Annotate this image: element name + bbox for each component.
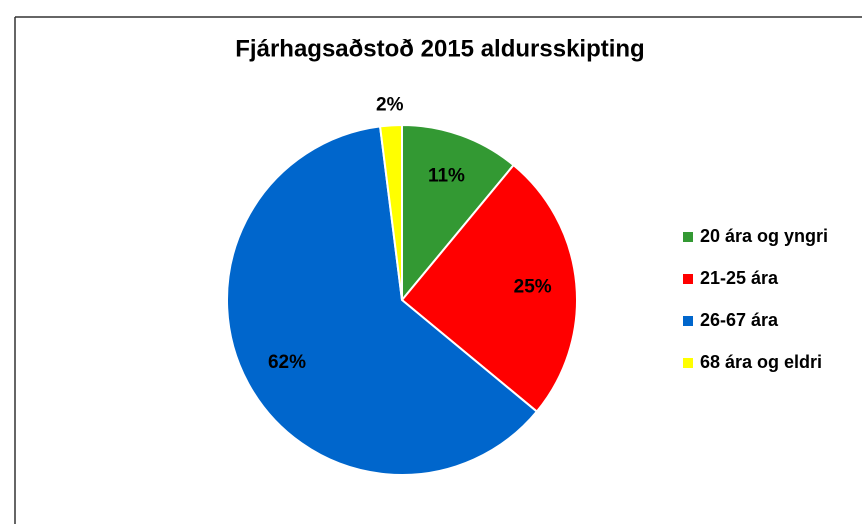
legend-label: 26-67 ára: [700, 310, 779, 330]
legend-label: 21-25 ára: [700, 268, 779, 288]
data-label: 62%: [268, 352, 306, 373]
pie-slice: [401, 123, 515, 303]
data-label: 25%: [514, 277, 552, 298]
legend-label: 68 ára og eldri: [700, 352, 822, 372]
chart-title: Fjárhagsaðstoð 2015 aldursskipting: [235, 35, 644, 62]
legend-swatch: [683, 274, 693, 284]
legend-swatch: [683, 316, 693, 326]
data-label: 2%: [376, 94, 404, 115]
pie-slice: [378, 123, 403, 301]
pie-slice: [226, 125, 539, 476]
legend-swatch: [683, 232, 693, 242]
legend-label: 20 ára og yngri: [700, 226, 828, 246]
data-label: 11%: [428, 166, 465, 187]
pie-slice: [400, 163, 578, 413]
legend-swatch: [683, 358, 693, 368]
